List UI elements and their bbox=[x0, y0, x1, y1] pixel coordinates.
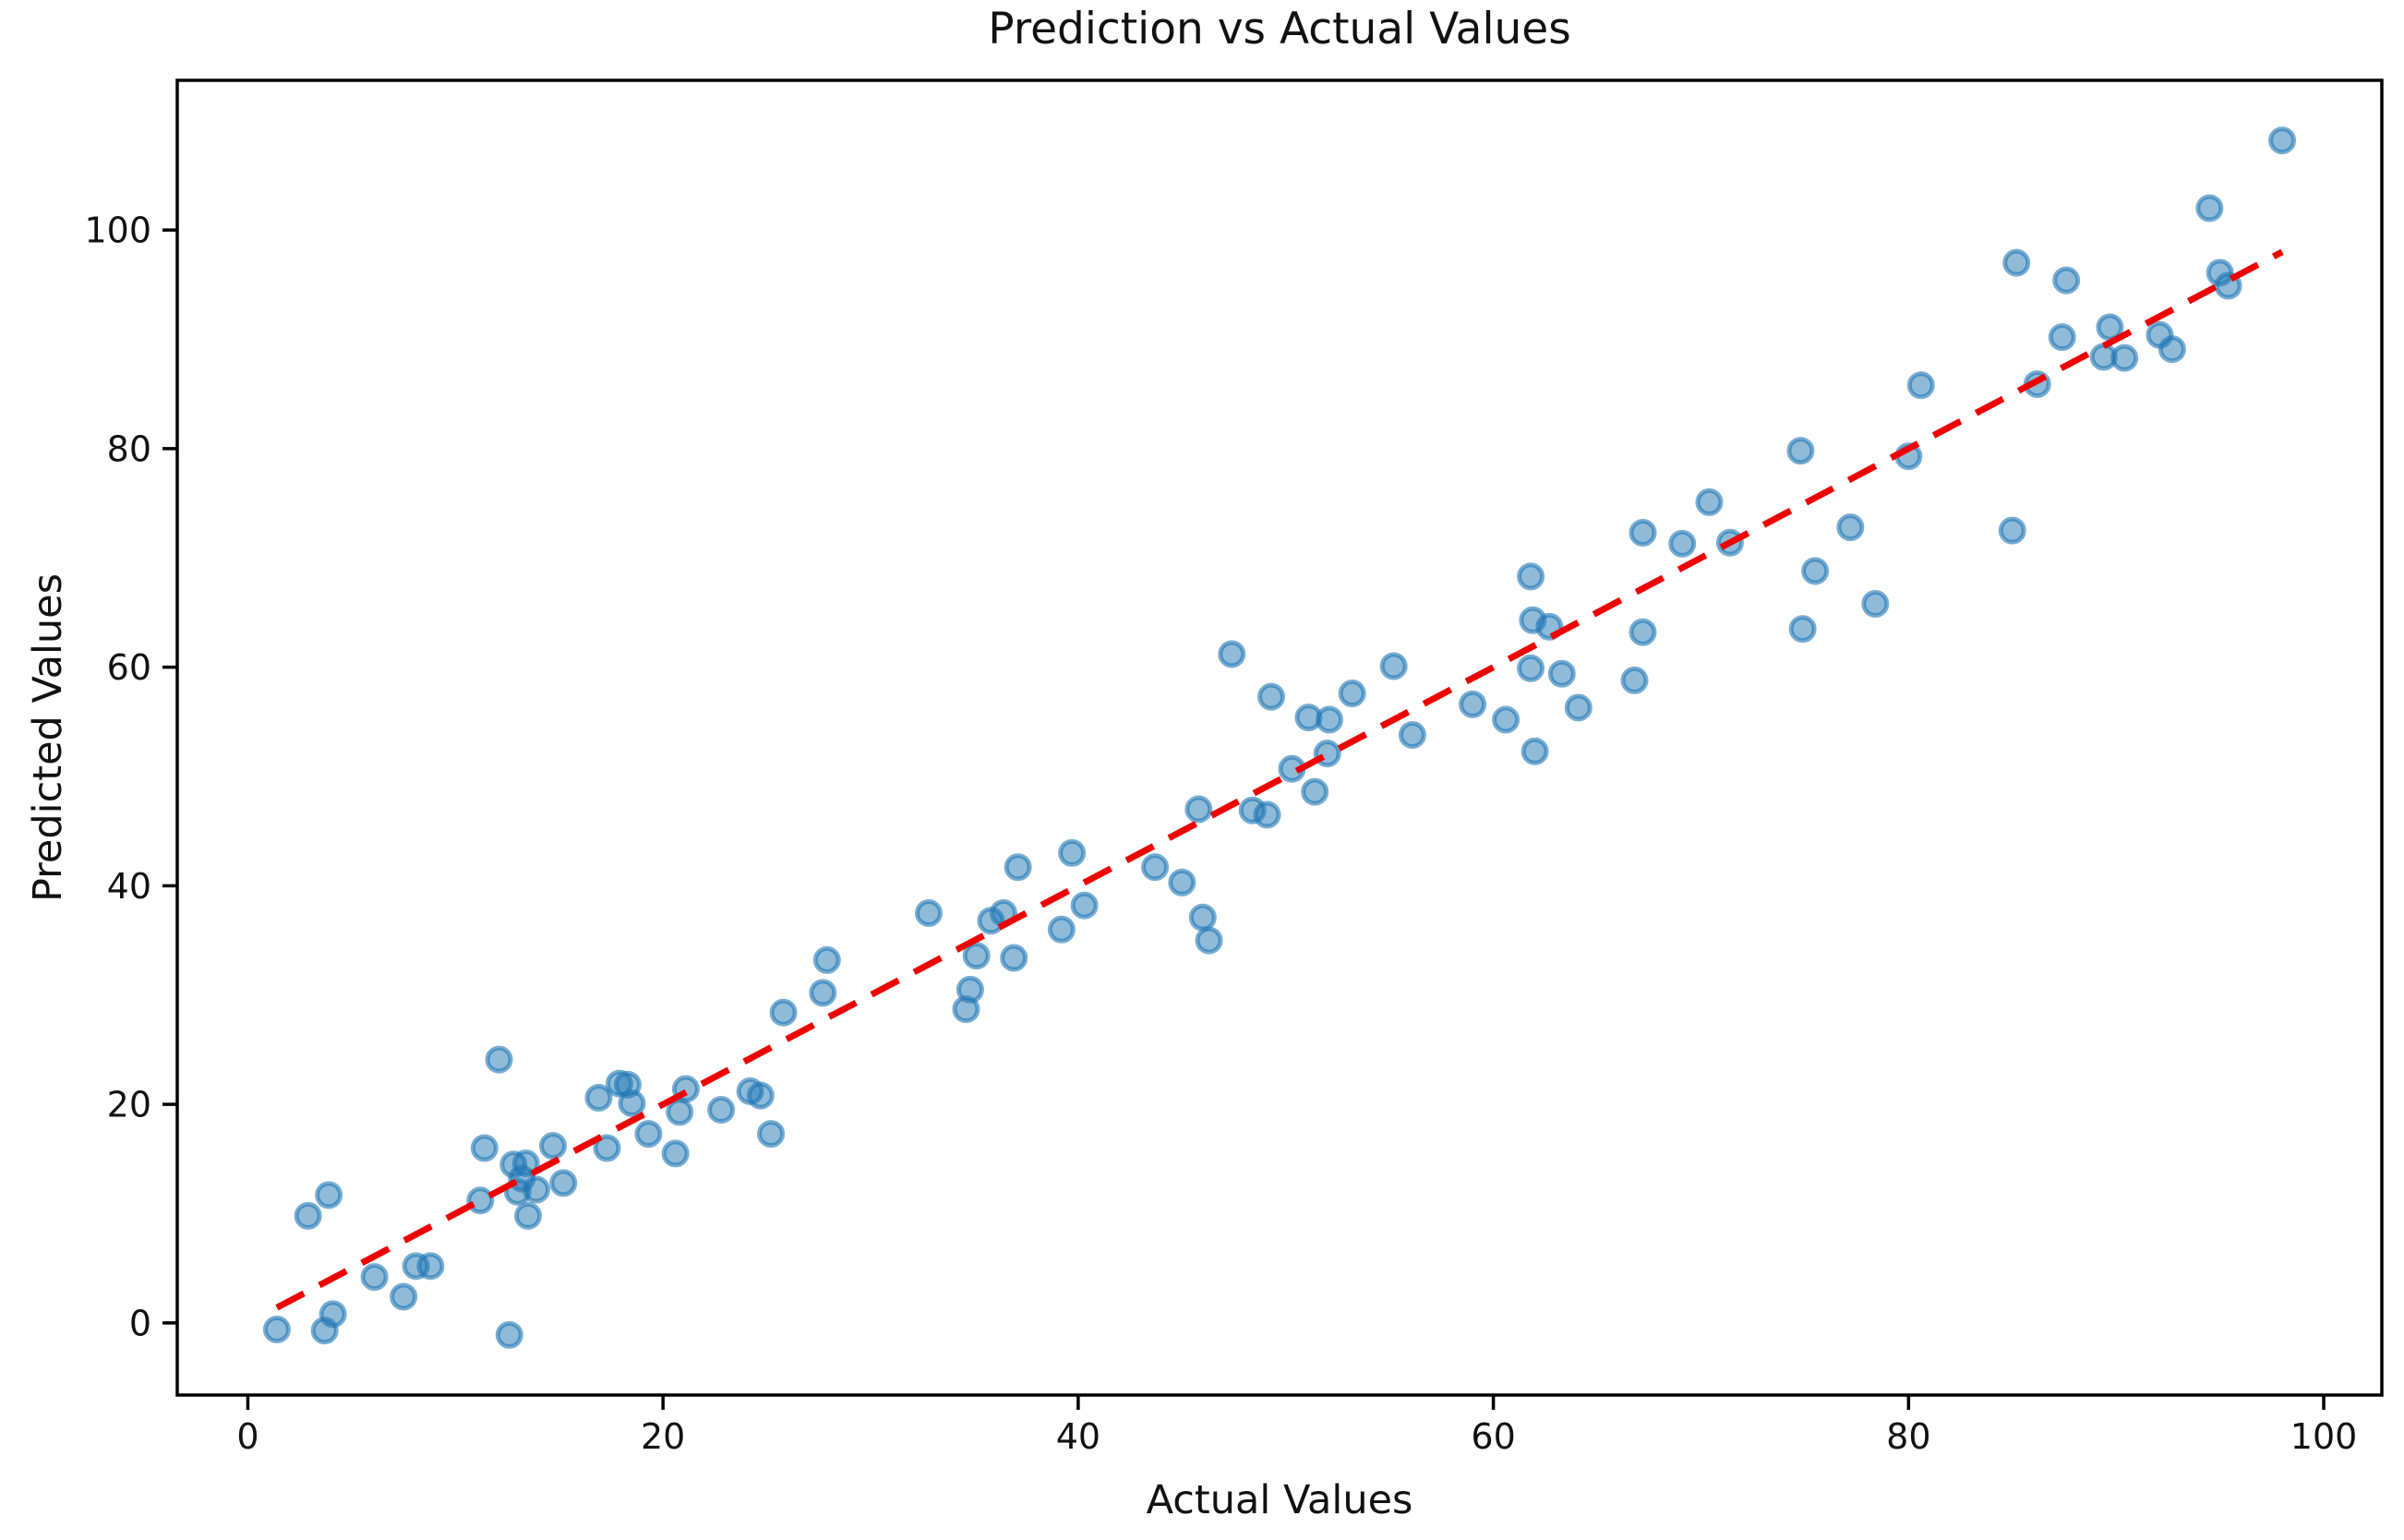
data-point bbox=[661, 1139, 690, 1168]
data-point bbox=[1398, 721, 1426, 750]
data-point bbox=[315, 1181, 343, 1209]
data-point bbox=[1492, 705, 1521, 734]
data-point bbox=[707, 1096, 736, 1125]
data-point bbox=[1070, 891, 1099, 920]
y-tick-label: 60 bbox=[107, 647, 151, 688]
data-point bbox=[538, 1132, 567, 1161]
x-tick-label: 60 bbox=[1471, 1416, 1515, 1457]
data-point bbox=[1517, 654, 1545, 682]
x-tick-label: 40 bbox=[1056, 1416, 1100, 1457]
data-point bbox=[1184, 795, 1213, 824]
data-point bbox=[319, 1300, 347, 1329]
plot-spines bbox=[175, 78, 2384, 1397]
y-tick-label: 80 bbox=[107, 428, 151, 469]
data-point bbox=[1379, 652, 1408, 680]
x-tick-label: 100 bbox=[2290, 1416, 2358, 1457]
data-point bbox=[390, 1282, 418, 1311]
data-point bbox=[1004, 853, 1032, 882]
y-tick-label: 0 bbox=[129, 1303, 151, 1343]
data-point bbox=[1547, 659, 1576, 688]
x-tick-label: 80 bbox=[1886, 1416, 1930, 1457]
data-point bbox=[1788, 615, 1817, 644]
x-tick-label: 0 bbox=[236, 1416, 258, 1457]
identity-line bbox=[275, 248, 2284, 1311]
y-tick-label: 20 bbox=[107, 1085, 151, 1125]
data-point bbox=[1564, 693, 1593, 722]
data-point bbox=[1836, 513, 1865, 542]
data-point bbox=[666, 1098, 694, 1126]
data-point bbox=[262, 1315, 291, 1343]
data-point bbox=[1801, 557, 1830, 585]
data-point bbox=[757, 1120, 786, 1149]
data-point bbox=[1517, 562, 1545, 591]
data-point bbox=[1629, 519, 1657, 547]
data-point bbox=[593, 1134, 621, 1162]
data-point bbox=[1861, 589, 1890, 618]
data-point bbox=[466, 1186, 495, 1215]
x-tick-label: 20 bbox=[641, 1416, 685, 1457]
data-point bbox=[1906, 371, 1935, 400]
data-point bbox=[294, 1201, 322, 1230]
data-point bbox=[952, 995, 980, 1024]
data-point bbox=[1218, 640, 1246, 668]
data-point bbox=[2195, 194, 2224, 223]
data-point bbox=[584, 1084, 613, 1113]
data-point bbox=[1521, 737, 1549, 765]
data-point bbox=[809, 979, 837, 1007]
data-point bbox=[812, 945, 841, 974]
data-point bbox=[2158, 335, 2186, 364]
data-point bbox=[514, 1201, 543, 1230]
data-point bbox=[2002, 248, 2031, 277]
data-point bbox=[495, 1320, 523, 1349]
data-point bbox=[1195, 926, 1223, 955]
data-point bbox=[1620, 666, 1649, 694]
data-point bbox=[1786, 437, 1815, 465]
y-tick-label: 40 bbox=[107, 866, 151, 907]
data-point bbox=[1301, 777, 1329, 806]
data-point bbox=[1000, 944, 1028, 972]
data-point bbox=[962, 942, 991, 970]
data-point bbox=[2048, 323, 2076, 352]
data-point bbox=[1459, 690, 1487, 718]
data-point bbox=[1998, 516, 2026, 545]
data-point bbox=[1668, 529, 1697, 558]
data-point bbox=[1047, 915, 1076, 944]
data-point bbox=[1058, 838, 1087, 867]
data-point bbox=[360, 1263, 389, 1292]
data-point bbox=[634, 1120, 663, 1149]
data-point bbox=[1141, 853, 1170, 882]
data-point bbox=[2096, 313, 2124, 342]
data-point bbox=[2052, 266, 2081, 295]
y-axis-label: Predicted Values bbox=[25, 572, 71, 903]
data-point bbox=[523, 1175, 551, 1204]
data-point bbox=[769, 998, 798, 1027]
chart-title: Prediction vs Actual Values bbox=[988, 4, 1571, 54]
data-point bbox=[914, 898, 943, 927]
data-point bbox=[1629, 618, 1657, 646]
data-point bbox=[416, 1252, 445, 1281]
data-point bbox=[746, 1081, 775, 1110]
x-axis-label: Actual Values bbox=[1146, 1477, 1413, 1523]
data-point bbox=[1315, 705, 1343, 734]
data-point bbox=[1338, 680, 1366, 708]
data-point bbox=[1253, 800, 1281, 829]
data-point bbox=[2268, 126, 2297, 155]
data-point bbox=[1168, 868, 1196, 896]
y-tick-label: 100 bbox=[84, 211, 151, 251]
data-point bbox=[485, 1045, 513, 1074]
data-point bbox=[549, 1169, 578, 1197]
data-point bbox=[1257, 682, 1286, 711]
data-point bbox=[618, 1089, 646, 1117]
data-point bbox=[1695, 487, 1724, 516]
data-point bbox=[1188, 903, 1217, 932]
data-point bbox=[470, 1134, 499, 1162]
data-point bbox=[2110, 343, 2139, 372]
